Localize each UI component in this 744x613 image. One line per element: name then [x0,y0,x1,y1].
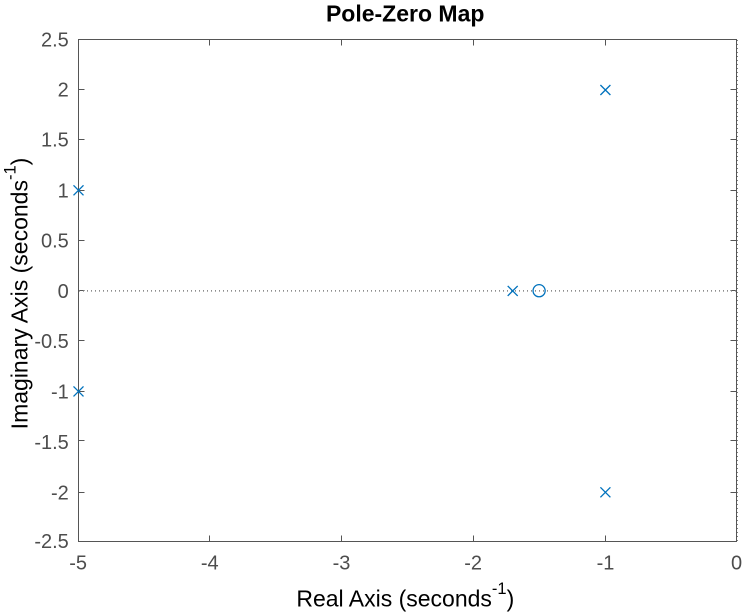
svg-text:-1.5: -1.5 [34,432,68,454]
svg-text:-2: -2 [51,482,69,504]
svg-text:-1: -1 [51,382,69,404]
svg-text:-5: -5 [69,552,87,574]
svg-text:0: 0 [58,281,69,303]
svg-text:Pole-Zero Map: Pole-Zero Map [326,0,484,26]
svg-text:1: 1 [58,180,69,202]
svg-text:0.5: 0.5 [41,231,69,253]
svg-text:-1: -1 [597,552,615,574]
svg-text:-4: -4 [201,552,219,574]
svg-text:-2: -2 [464,552,482,574]
svg-text:2.5: 2.5 [41,29,69,51]
svg-text:-2.5: -2.5 [34,531,68,553]
svg-text:-3: -3 [333,552,351,574]
svg-text:2: 2 [58,80,69,102]
svg-text:Real Axis (seconds-1): Real Axis (seconds-1) [296,580,514,611]
svg-text:0: 0 [731,552,742,574]
svg-text:1.5: 1.5 [41,130,69,152]
svg-text:-0.5: -0.5 [34,331,68,353]
svg-text:Imaginary Axis (seconds-1): Imaginary Axis (seconds-1) [1,158,32,430]
